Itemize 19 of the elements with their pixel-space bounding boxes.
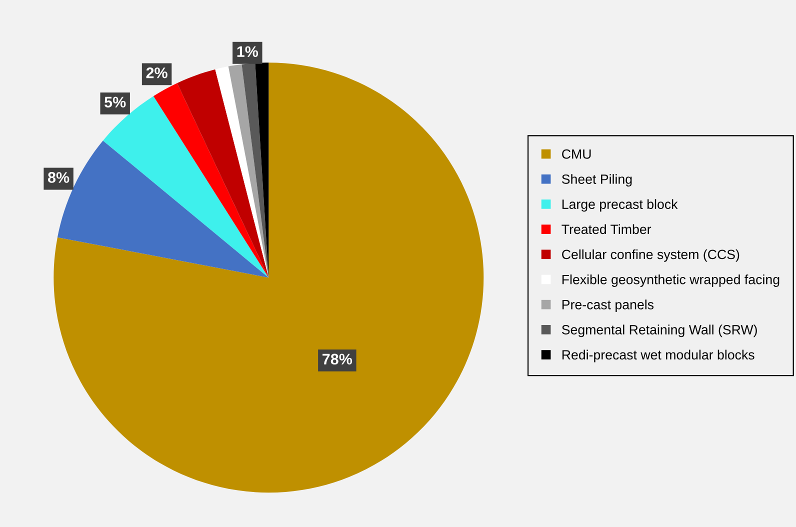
data-label: 5% [104, 96, 126, 108]
legend-label: Redi-precast wet modular blocks [562, 350, 754, 362]
pie-slice [153, 83, 269, 278]
legend-label: Treated Timber [562, 224, 652, 234]
legend-label: CMU [562, 149, 591, 159]
legend-label: Segmental Retaining Wall (SRW) [562, 324, 757, 338]
data-label: 8% [48, 172, 70, 183]
data-label: 1% [237, 46, 258, 57]
legend-label: Flexible geosynthetic wrapped facing [562, 274, 780, 287]
data-label: 78% [322, 354, 352, 365]
legend-label: Pre-cast panels [562, 300, 654, 312]
pie-slice [177, 69, 269, 278]
legend-label: Cellular confine system (CCS) [562, 249, 740, 262]
pie-slice [228, 64, 269, 278]
data-label: 2% [146, 67, 168, 78]
legend-label: Large precast block [562, 199, 678, 212]
legend-label: Sheet Piling [562, 174, 632, 187]
pie-slice [215, 66, 269, 278]
pie-slice [102, 96, 269, 278]
